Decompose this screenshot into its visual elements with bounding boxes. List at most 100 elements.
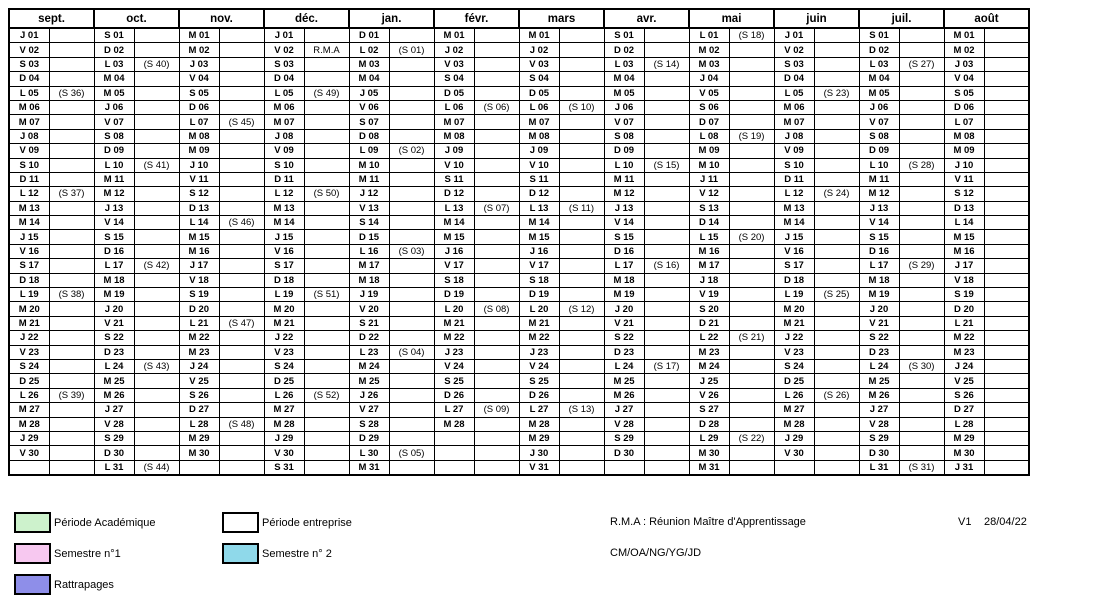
- legend-swatch-semestre2-icon: [222, 543, 259, 564]
- day-cell: L 26: [773, 387, 815, 404]
- period-cell: [643, 373, 690, 389]
- day-cell: M 27: [263, 402, 305, 418]
- day-cell: S 01: [858, 27, 900, 44]
- day-cell: V 07: [93, 114, 135, 130]
- period-cell: [643, 430, 690, 447]
- day-cell: M 16: [943, 243, 985, 260]
- day-cell: J 08: [8, 128, 50, 145]
- period-cell: [558, 330, 605, 346]
- period-cell: [303, 430, 350, 447]
- day-cell: D 25: [263, 373, 305, 389]
- period-cell: (S 25): [813, 287, 860, 303]
- period-cell: [983, 272, 1030, 289]
- day-cell: V 24: [433, 358, 475, 375]
- day-cell: V 30: [263, 445, 305, 461]
- period-cell: [48, 445, 95, 461]
- period-cell: [218, 445, 265, 461]
- day-cell: V 06: [348, 99, 390, 116]
- period-cell: [133, 215, 180, 231]
- period-cell: (S 16): [643, 258, 690, 274]
- period-cell: [813, 459, 860, 476]
- day-cell: J 02: [518, 42, 560, 58]
- period-cell: [643, 186, 690, 202]
- day-cell: M 15: [433, 229, 475, 245]
- day-cell: D 05: [433, 85, 475, 101]
- day-cell: S 24: [773, 358, 815, 375]
- period-cell: [983, 85, 1030, 101]
- day-cell: D 22: [348, 330, 390, 346]
- day-cell: V 03: [518, 56, 560, 73]
- day-cell: D 25: [773, 373, 815, 389]
- period-cell: [133, 42, 180, 58]
- month-header: févr.: [433, 8, 520, 29]
- day-cell: J 05: [348, 85, 390, 101]
- day-cell: M 11: [603, 171, 645, 188]
- day-cell: L 07: [943, 114, 985, 130]
- day-cell: J 13: [93, 200, 135, 217]
- day-cell: L 05: [773, 85, 815, 101]
- period-cell: [303, 402, 350, 418]
- period-cell: [983, 243, 1030, 260]
- day-cell: V 16: [773, 243, 815, 260]
- period-cell: [48, 373, 95, 389]
- day-cell: L 28: [943, 416, 985, 432]
- day-cell: L 01: [688, 27, 730, 44]
- period-cell: (S 49): [303, 85, 350, 101]
- period-cell: [388, 387, 435, 404]
- period-cell: [388, 99, 435, 116]
- period-cell: (S 24): [813, 186, 860, 202]
- period-cell: [133, 229, 180, 245]
- day-cell: J 19: [348, 287, 390, 303]
- day-cell: M 20: [8, 301, 50, 317]
- day-cell: J 06: [603, 99, 645, 116]
- period-cell: [728, 315, 775, 332]
- version-label: V1: [958, 516, 972, 528]
- period-cell: [48, 402, 95, 418]
- day-cell: J 20: [93, 301, 135, 317]
- period-cell: [558, 114, 605, 130]
- period-cell: [813, 229, 860, 245]
- day-cell: S 06: [688, 99, 730, 116]
- month-header: mai: [688, 8, 775, 29]
- day-cell: S 03: [263, 56, 305, 73]
- day-cell: L 23: [348, 344, 390, 360]
- day-cell: M 12: [603, 186, 645, 202]
- day-cell: S 05: [178, 85, 220, 101]
- day-cell: S 08: [603, 128, 645, 145]
- period-cell: [983, 99, 1030, 116]
- day-cell: V 10: [433, 157, 475, 173]
- period-cell: [558, 128, 605, 145]
- day-cell: S 13: [688, 200, 730, 217]
- day-cell: D 16: [93, 243, 135, 260]
- month-header: sept.: [8, 8, 95, 29]
- day-cell: D 07: [688, 114, 730, 130]
- period-cell: [643, 330, 690, 346]
- period-cell: [558, 186, 605, 202]
- day-cell: M 28: [433, 416, 475, 432]
- period-cell: [218, 85, 265, 101]
- period-cell: [133, 301, 180, 317]
- day-cell: V 17: [518, 258, 560, 274]
- day-cell: J 17: [178, 258, 220, 274]
- day-cell: J 15: [263, 229, 305, 245]
- day-cell: M 24: [348, 358, 390, 375]
- day-cell: L 13: [433, 200, 475, 217]
- day-cell: S 17: [263, 258, 305, 274]
- day-cell: V 02: [773, 42, 815, 58]
- period-cell: [813, 114, 860, 130]
- period-cell: [813, 373, 860, 389]
- period-cell: [983, 344, 1030, 360]
- period-cell: [898, 315, 945, 332]
- period-cell: [813, 344, 860, 360]
- day-cell: D 04: [8, 71, 50, 87]
- day-cell: J 02: [433, 42, 475, 58]
- legend-item-entreprise: Période entreprise: [222, 512, 352, 533]
- day-cell: L 21: [943, 315, 985, 332]
- day-cell: S 20: [688, 301, 730, 317]
- period-cell: [388, 229, 435, 245]
- day-cell: M 01: [518, 27, 560, 44]
- period-cell: [473, 416, 520, 432]
- period-cell: [303, 358, 350, 375]
- day-cell: S 08: [858, 128, 900, 145]
- day-cell: S 19: [943, 287, 985, 303]
